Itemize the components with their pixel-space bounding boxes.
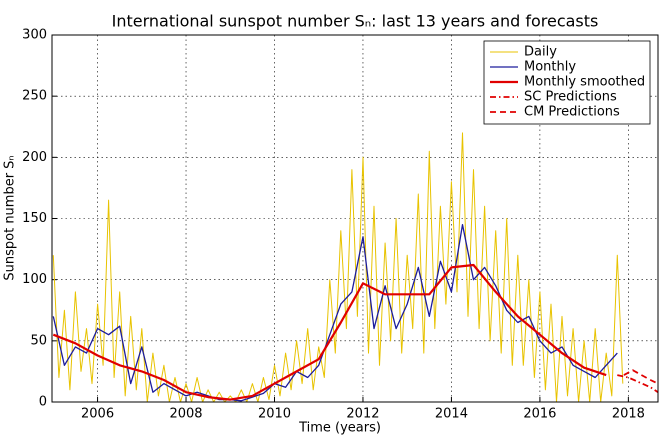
y-tick-label: 250 [22, 89, 47, 104]
legend-label: SC Predictions [524, 90, 617, 105]
y-tick-label: 300 [22, 28, 47, 43]
x-tick-label: 2016 [523, 407, 556, 422]
legend-label: Daily [524, 45, 557, 60]
series-line [623, 369, 658, 385]
series-line [52, 223, 618, 402]
x-tick-label: 2018 [612, 407, 645, 422]
plot-frame [51, 34, 659, 403]
y-tick-label: 150 [22, 211, 47, 226]
x-tick-label: 2008 [169, 407, 202, 422]
legend-label: Monthly smoothed [524, 75, 645, 90]
series-line [52, 263, 607, 401]
legend-label: CM Predictions [524, 105, 620, 120]
legend-label: Monthly [524, 60, 576, 75]
series-line [52, 132, 624, 402]
y-tick-label: 100 [22, 272, 47, 287]
x-tick-label: 2010 [258, 407, 291, 422]
x-tick-label: 2014 [435, 407, 468, 422]
x-tick-label: 2006 [81, 407, 114, 422]
y-tick-label: 200 [22, 150, 47, 165]
y-tick-label: 50 [30, 333, 47, 348]
y-tick-label: 0 [39, 395, 47, 410]
chart-title: International sunspot number Sₙ: last 13… [112, 12, 599, 31]
plot-area [52, 132, 658, 402]
y-axis-label: Sunspot number Sₙ [3, 155, 18, 280]
x-tick-label: 2012 [346, 407, 379, 422]
x-axis-label: Time (years) [298, 421, 381, 435]
series-line [617, 374, 658, 393]
